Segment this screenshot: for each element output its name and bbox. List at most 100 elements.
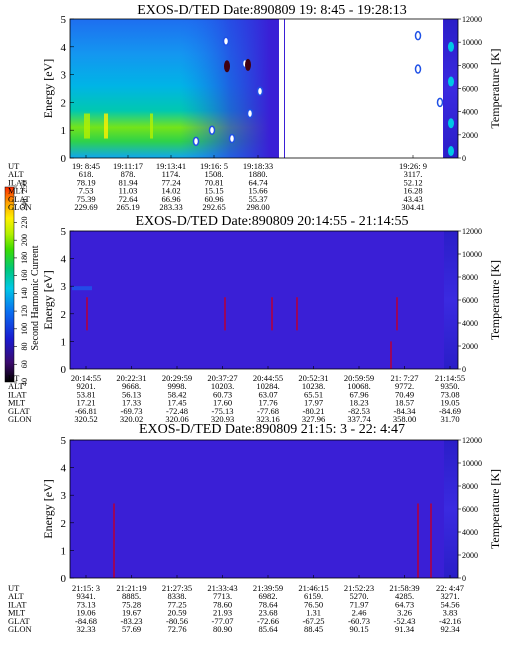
orbit-cell: 75.28 bbox=[122, 599, 141, 609]
y2-tick-label: 8000 bbox=[462, 273, 478, 282]
orbit-cell: -83.23 bbox=[121, 616, 143, 626]
orbit-cell: 75.39 bbox=[76, 194, 95, 204]
orbit-cell: 43.43 bbox=[403, 194, 422, 204]
orbit-row-label: GLAT bbox=[8, 194, 31, 204]
orbit-cell: 19.05 bbox=[440, 398, 459, 408]
orbit-cell: 2.46 bbox=[352, 608, 367, 618]
orbit-cell: 18.23 bbox=[349, 398, 368, 408]
y-tick-label: 2 bbox=[61, 309, 67, 321]
orbit-cell: 20:29:59 bbox=[162, 373, 192, 383]
orbit-cell: 64.73 bbox=[395, 599, 414, 609]
heatmap-blob bbox=[436, 97, 444, 108]
orbit-cell: 229.69 bbox=[74, 202, 97, 212]
colorbar-tick-label: 160 bbox=[20, 270, 29, 282]
orbit-cell: 78.19 bbox=[76, 177, 95, 187]
y-tick-label: 4 bbox=[61, 463, 67, 475]
orbit-cell: 298.00 bbox=[246, 202, 269, 212]
orbit-cell: 9668. bbox=[122, 381, 141, 391]
y2-tick-label: 0 bbox=[462, 365, 466, 374]
y-tick-label: 2 bbox=[61, 518, 67, 530]
panel-title: EXOS-D/TED Date:890809 21:15: 3 - 22: 4:… bbox=[139, 422, 405, 437]
temperature-blob bbox=[448, 41, 454, 52]
orbit-cell: 17.97 bbox=[304, 398, 323, 408]
y2-tick-label: 4000 bbox=[462, 528, 478, 537]
heatmap-blob bbox=[208, 125, 216, 135]
orbit-cell: 3.83 bbox=[443, 608, 458, 618]
y2-tick-label: 10000 bbox=[462, 459, 482, 468]
heatmap-blob bbox=[414, 30, 422, 41]
y2-tick-label: 0 bbox=[462, 574, 466, 583]
orbit-table: UTALTILATMLTGLATGLON20:14:559201.53.8117… bbox=[8, 366, 465, 424]
data-gap-line bbox=[279, 19, 284, 158]
orbit-cell: 9772. bbox=[395, 381, 414, 391]
y2-tick-label: 2000 bbox=[462, 342, 478, 351]
orbit-cell: 66.96 bbox=[161, 194, 180, 204]
orbit-cell: 20:22:31 bbox=[116, 373, 146, 383]
orbit-cell: 1174. bbox=[162, 169, 181, 179]
temperature-blob bbox=[448, 146, 454, 157]
orbit-cell: -69.73 bbox=[121, 406, 143, 416]
heatmap-blob bbox=[228, 133, 236, 144]
y2-tick-label: 2000 bbox=[462, 551, 478, 560]
orbit-cell: 21:15: 3 bbox=[72, 583, 100, 593]
orbit-cell: 17.45 bbox=[167, 398, 186, 408]
orbit-cell: -82.53 bbox=[348, 406, 370, 416]
orbit-cell: -52.43 bbox=[394, 616, 416, 626]
y2-tick-label: 12000 bbox=[462, 436, 482, 445]
orbit-cell: 6982. bbox=[258, 591, 277, 601]
orbit-cell: 63.07 bbox=[258, 389, 277, 399]
orbit-cell: 3117. bbox=[404, 169, 423, 179]
y2-tick-label: 4000 bbox=[462, 108, 478, 117]
orbit-cell: 17.60 bbox=[213, 398, 232, 408]
orbit-cell: -77.68 bbox=[257, 406, 279, 416]
orbit-cell: -72.48 bbox=[166, 406, 188, 416]
orbit-row-label: MLT bbox=[8, 608, 26, 618]
y-axis-label: Energy [eV] bbox=[41, 59, 55, 118]
orbit-cell: 85.64 bbox=[258, 624, 278, 634]
y-axis-right: 0 2000 4000 6000 8000 10000 12000 Temperature [… bbox=[458, 436, 502, 583]
colorbar-tick-label: 120 bbox=[20, 305, 29, 317]
orbit-cell: 64.74 bbox=[248, 177, 268, 187]
orbit-cell: -77.07 bbox=[212, 616, 234, 626]
orbit-cell: 70.49 bbox=[395, 389, 414, 399]
orbit-cell: 21.93 bbox=[213, 608, 232, 618]
orbit-cell: 21:58:39 bbox=[389, 583, 419, 593]
y-axis-label: Energy [eV] bbox=[41, 270, 55, 329]
orbit-cell: 73.08 bbox=[440, 389, 459, 399]
y2-tick-label: 12000 bbox=[462, 227, 482, 236]
colorbar-tick-label: 80 bbox=[20, 343, 29, 351]
orbit-cell: 21:14:55 bbox=[435, 373, 465, 383]
orbit-cell: 20:52:31 bbox=[298, 373, 328, 383]
colorbar-label: Second Harmonic Current bbox=[30, 245, 41, 350]
orbit-cell: 60.73 bbox=[213, 389, 232, 399]
panel-1: EXOS-D/TED Date:890809 19: 8:45 - 19:28:… bbox=[8, 3, 502, 212]
orbit-cell: 21: 7:27 bbox=[390, 373, 418, 383]
orbit-cell: 327.96 bbox=[302, 414, 325, 424]
orbit-cell: 58.42 bbox=[167, 389, 186, 399]
orbit-cell: 56.13 bbox=[122, 389, 141, 399]
temperature-blob bbox=[448, 76, 454, 87]
orbit-cell: 19.67 bbox=[122, 608, 141, 618]
orbit-cell: 320.93 bbox=[211, 414, 234, 424]
orbit-cell: -66.81 bbox=[75, 406, 97, 416]
y2-tick-label: 10000 bbox=[462, 38, 482, 47]
orbit-cell: 55.37 bbox=[248, 194, 267, 204]
orbit-cell: 77.24 bbox=[161, 177, 181, 187]
orbit-cell: 19:11:17 bbox=[113, 161, 143, 171]
orbit-cell: -60.73 bbox=[348, 616, 370, 626]
y-tick-label: 5 bbox=[61, 435, 67, 447]
orbit-cell: 88.45 bbox=[304, 624, 323, 634]
orbit-cell: 11.03 bbox=[119, 186, 138, 196]
orbit-row-label: GLAT bbox=[8, 406, 31, 416]
y-tick-label: 0 bbox=[61, 573, 67, 585]
orbit-cell: -75.13 bbox=[212, 406, 234, 416]
orbit-cell: 21:39:59 bbox=[253, 583, 283, 593]
orbit-cell: 78.60 bbox=[213, 599, 232, 609]
orbit-cell: 19:16: 5 bbox=[200, 161, 228, 171]
orbit-cell: 15.66 bbox=[248, 186, 267, 196]
colorbar-tick-label: 180 bbox=[20, 252, 29, 264]
orbit-cell: -84.34 bbox=[394, 406, 417, 416]
orbit-cell: 5270. bbox=[349, 591, 368, 601]
y-tick-label: 4 bbox=[61, 254, 67, 266]
heatmap-blob bbox=[245, 58, 251, 71]
